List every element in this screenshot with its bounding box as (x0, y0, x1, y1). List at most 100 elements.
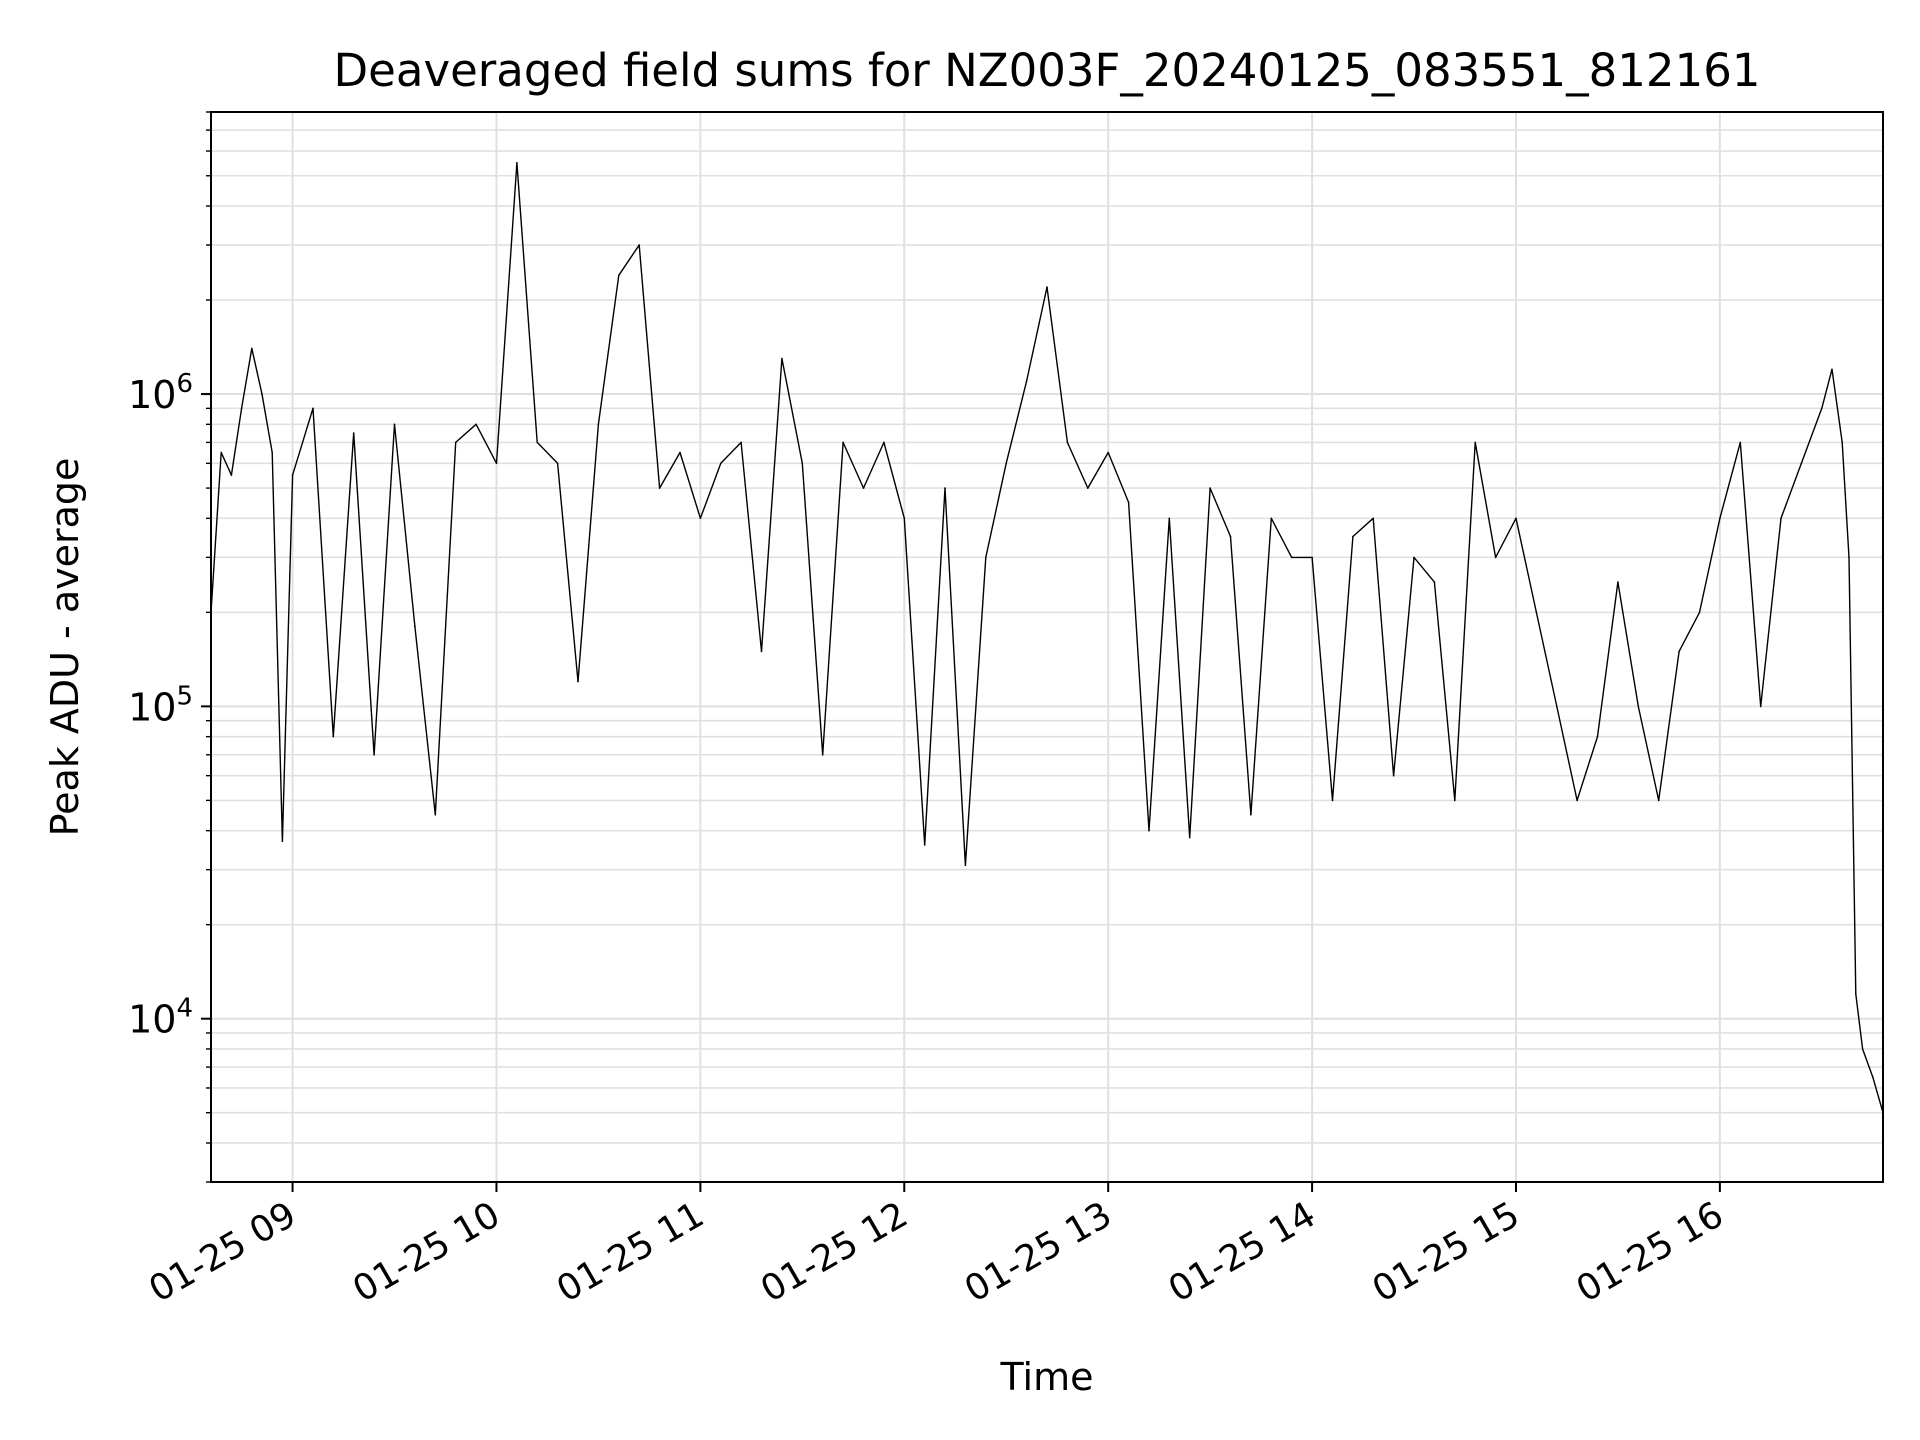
data-point (1331, 799, 1334, 802)
y-tick-label: 104 (128, 994, 193, 1042)
data-point (1861, 1048, 1864, 1050)
data-point (1127, 501, 1130, 504)
data-point (1759, 705, 1762, 708)
data-point (332, 735, 335, 738)
data-point (1168, 517, 1171, 520)
data-point (720, 462, 722, 465)
data-point (373, 754, 375, 756)
data-point (1739, 441, 1742, 444)
data-point (1851, 774, 1854, 777)
data-point (271, 451, 274, 454)
data-point (1046, 286, 1048, 288)
data-point (1576, 799, 1578, 802)
data-point (1821, 407, 1823, 410)
data-point (1515, 517, 1517, 520)
data-point (261, 393, 263, 395)
data-point (251, 347, 253, 350)
data-point (1454, 799, 1456, 802)
data-point (679, 451, 681, 454)
data-point (1107, 451, 1109, 454)
data-point (985, 556, 987, 559)
data-point (1872, 1076, 1874, 1078)
data-point (1087, 487, 1089, 489)
x-axis-label: Time (1000, 1355, 1094, 1399)
data-point (1188, 836, 1191, 839)
data-point (597, 423, 600, 426)
data-point (556, 462, 559, 465)
data-point (1596, 735, 1599, 738)
data-point (495, 462, 498, 465)
data-point (1005, 462, 1007, 465)
data-point (536, 441, 538, 444)
data-point (1270, 517, 1273, 520)
y-tick-label: 106 (128, 369, 193, 417)
data-point (1494, 556, 1497, 559)
data-point (1229, 535, 1232, 538)
data-point (1413, 556, 1415, 559)
data-point (1433, 581, 1436, 583)
data-point (1841, 441, 1843, 444)
data-point (1698, 611, 1701, 614)
data-point (801, 462, 804, 465)
data-point (352, 432, 355, 434)
data-point (454, 441, 457, 444)
data-point (291, 474, 294, 476)
data-point (862, 487, 865, 489)
data-point (1250, 813, 1252, 816)
data-point (1535, 611, 1538, 614)
data-point (1678, 650, 1680, 653)
data-point (781, 357, 783, 360)
data-point (760, 650, 763, 653)
data-point (1831, 368, 1833, 371)
data-point (1780, 517, 1782, 520)
data-point (516, 162, 518, 164)
data-point (1290, 556, 1293, 559)
plot-frame (210, 111, 1884, 1183)
data-point (1719, 517, 1721, 520)
chart-title: Deaveraged field sums for NZ003F_2024012… (334, 44, 1761, 97)
data-point (1848, 556, 1850, 559)
data-point (658, 487, 661, 489)
series-line (210, 162, 1884, 1113)
data-point (1372, 517, 1374, 520)
data-point (1474, 441, 1476, 444)
data-point (1855, 993, 1857, 995)
data-point (903, 517, 906, 520)
data-point (964, 864, 967, 866)
data-point (740, 441, 742, 444)
data-point (1617, 581, 1619, 583)
data-point (1637, 705, 1640, 708)
data-point (1025, 380, 1028, 382)
y-axis-label: Peak ADU - average (43, 458, 87, 837)
data-point (842, 441, 844, 444)
data-point (475, 423, 477, 426)
data-point (1066, 441, 1069, 444)
data-point (1556, 705, 1558, 708)
data-point (1657, 799, 1660, 802)
data-point (577, 680, 579, 683)
data-point (944, 487, 946, 489)
data-point (1148, 829, 1150, 832)
y-tick-label: 105 (128, 681, 193, 729)
data-point (883, 441, 885, 444)
data-point (1311, 556, 1313, 559)
data-point (699, 517, 702, 520)
data-point (618, 274, 620, 277)
data-point (312, 407, 314, 410)
data-point (434, 813, 437, 816)
data-point (821, 754, 824, 756)
data-point (240, 407, 243, 410)
data-point (414, 625, 416, 628)
data-point (923, 844, 926, 846)
data-point (230, 474, 233, 476)
data-point (1800, 462, 1803, 465)
data-point (1352, 535, 1354, 538)
data-point (1392, 774, 1395, 777)
y-axis-ticks: 104 105 106 (128, 111, 211, 1183)
data-point (393, 423, 396, 426)
data-point (1209, 487, 1211, 489)
data-point (281, 840, 284, 842)
data-point (220, 451, 222, 454)
